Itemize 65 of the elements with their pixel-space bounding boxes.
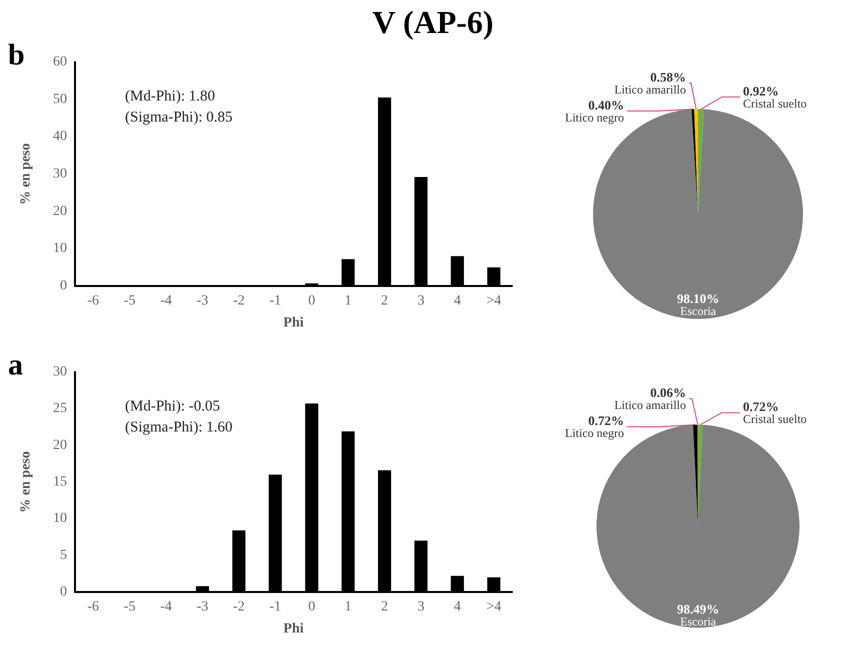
annotation: (Md-Phi): 1.80 <box>125 88 215 104</box>
y-tick-label: 15 <box>53 474 67 490</box>
chart-title: V (AP-6) <box>372 4 494 40</box>
data-label: 0.40% <box>588 98 624 112</box>
slice-label: Litico amarillo <box>614 82 686 96</box>
x-tick-label: -6 <box>87 600 100 614</box>
x-tick-label: -5 <box>124 294 136 308</box>
y-tick-label: 50 <box>53 92 67 107</box>
text: b <box>8 38 25 72</box>
x-tick-label: 2 <box>381 600 388 614</box>
y-tick-label: 0 <box>60 278 67 294</box>
x-tick-label: 3 <box>417 600 424 614</box>
slice-label: Litico amarillo <box>614 398 686 412</box>
y-tick-label: 60 <box>53 54 67 70</box>
x-tick-label: 0 <box>308 600 316 614</box>
x-tick-label: -4 <box>160 294 172 308</box>
data-label: 0.92% <box>743 84 779 98</box>
y-tick-label: 30 <box>53 166 67 182</box>
x-tick-label: >4 <box>486 294 502 308</box>
y-tick-label: 20 <box>53 204 67 219</box>
text: a <box>8 348 23 382</box>
annotation: (Md-Phi): -0.05 <box>125 398 220 414</box>
y-tick-label: 0 <box>60 584 67 600</box>
annotation: (Sigma-Phi): 1.60 <box>125 420 232 436</box>
data-label: 98.10% <box>676 291 720 306</box>
y-tick-label: 25 <box>53 401 67 416</box>
slice-label: Cristal suelto <box>743 412 807 426</box>
x-tick-label: -6 <box>87 294 100 308</box>
x-tick-label: 1 <box>344 294 352 308</box>
x-tick-label: >4 <box>486 600 502 614</box>
y-tick-label: 10 <box>53 241 67 256</box>
x-tick-label: 3 <box>417 294 424 308</box>
x-tick-label: -3 <box>196 294 208 308</box>
y-axis-title: % en peso <box>18 143 34 205</box>
x-tick-label: -2 <box>233 294 245 308</box>
x-tick-label: -5 <box>124 600 136 614</box>
y-tick-label: 20 <box>53 438 67 453</box>
data-label: 0.06% <box>650 385 686 400</box>
x-tick-label: -2 <box>233 600 245 614</box>
x-tick-label: -3 <box>196 600 208 614</box>
data-label: 0.72% <box>743 399 779 414</box>
slice-label: Cristal suelto <box>743 96 807 110</box>
data-label: 98.49% <box>676 601 720 616</box>
annotation: (Sigma-Phi): 0.85 <box>125 110 232 126</box>
x-axis-title: Phi <box>283 316 304 330</box>
data-label: 0.72% <box>588 413 624 428</box>
y-tick-label: 30 <box>53 364 67 380</box>
x-tick-label: -1 <box>269 600 282 614</box>
y-tick-label: 40 <box>53 129 67 144</box>
x-tick-label: 0 <box>308 294 316 308</box>
x-tick-label: 1 <box>344 600 352 614</box>
x-tick-label: 2 <box>381 294 388 308</box>
x-tick-label: 4 <box>454 600 461 614</box>
x-axis-title: Phi <box>283 622 304 636</box>
slice-label: Litico negro <box>565 110 624 124</box>
x-tick-label: -4 <box>160 600 172 614</box>
y-tick-label: 5 <box>60 548 67 563</box>
slice-label: Escoria <box>680 304 717 318</box>
y-tick-label: 10 <box>53 511 67 526</box>
slice-label: Escoria <box>680 614 717 628</box>
slice-label: Litico negro <box>565 426 624 440</box>
x-tick-label: 4 <box>454 294 461 308</box>
data-label: 0.58% <box>650 70 686 84</box>
y-axis-title: % en peso <box>18 451 34 513</box>
x-tick-label: -1 <box>269 294 282 308</box>
